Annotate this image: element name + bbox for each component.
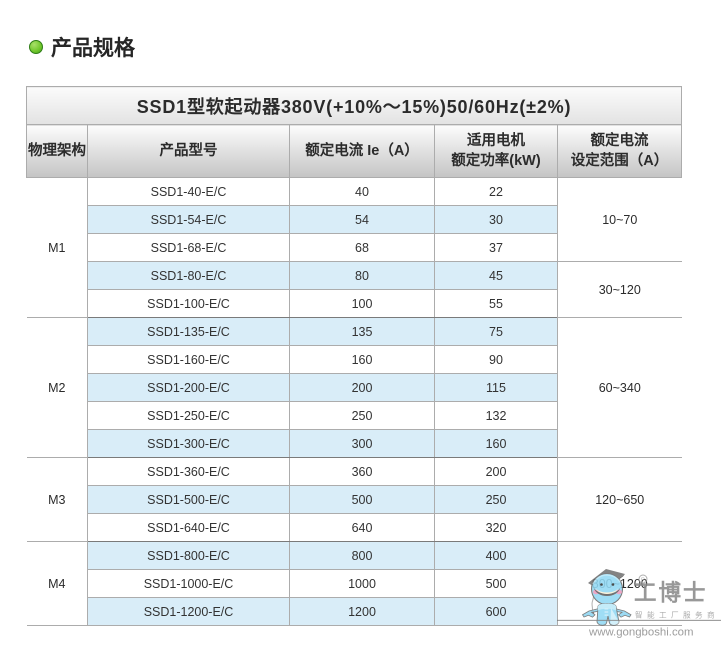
svg-text:www.gongboshi.com: www.gongboshi.com <box>588 627 693 639</box>
